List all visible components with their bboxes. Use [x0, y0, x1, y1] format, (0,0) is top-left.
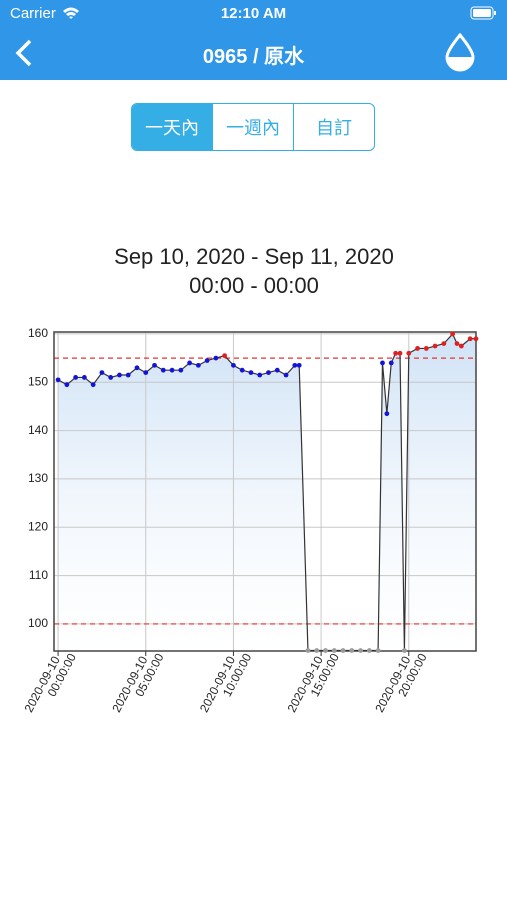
data-point	[323, 648, 328, 653]
data-point	[169, 367, 175, 373]
wifi-icon	[63, 7, 79, 19]
data-point	[64, 382, 70, 388]
data-point	[458, 343, 464, 349]
data-point	[222, 353, 228, 359]
data-point	[314, 648, 320, 653]
battery-icon	[470, 6, 496, 20]
y-tick-label: 140	[28, 423, 48, 437]
segment[interactable]: 自訂	[293, 104, 374, 150]
plot-border	[53, 331, 477, 652]
data-point	[187, 360, 193, 366]
data-point	[283, 372, 289, 378]
data-point	[99, 370, 105, 375]
segment[interactable]: 一週內	[212, 104, 293, 150]
data-point	[375, 648, 381, 653]
x-tick-label: 2020-09-1000:00:00	[22, 645, 80, 721]
x-tick-label: 2020-09-1005:00:00	[109, 645, 167, 721]
data-point	[423, 346, 429, 351]
data-point	[274, 367, 280, 373]
data-point	[55, 377, 61, 383]
data-point	[292, 362, 298, 368]
nav-bar: Carrier 12:10 AM 0965 / 原水	[0, 0, 507, 80]
data-point	[143, 370, 149, 375]
data-point	[380, 360, 385, 366]
x-tick-label: 2020-09-1010:00:00	[197, 645, 255, 721]
data-point	[134, 365, 140, 371]
back-button[interactable]	[12, 38, 36, 68]
data-point	[384, 411, 390, 417]
data-point	[195, 362, 201, 368]
y-tick-label: 160	[28, 326, 48, 340]
data-point	[90, 382, 96, 388]
data-point	[349, 648, 355, 653]
data-point	[296, 362, 302, 368]
chart: Sep 10, 2020 - Sep 11, 2020 00:00 - 00:0…	[22, 244, 479, 721]
data-point	[366, 648, 372, 653]
data-point	[402, 648, 407, 653]
data-point	[406, 350, 412, 356]
data-point	[108, 375, 114, 380]
clock: 12:10 AM	[220, 5, 287, 22]
data-point	[117, 372, 122, 378]
data-point	[305, 648, 311, 653]
data-point	[432, 343, 438, 349]
data-point	[73, 375, 79, 380]
data-point	[213, 355, 219, 361]
data-point	[393, 350, 399, 356]
data-point	[397, 350, 403, 356]
data-point	[450, 331, 456, 337]
data-point	[204, 358, 210, 363]
data-point	[248, 370, 254, 375]
chart-subtitle: 00:00 - 00:00	[189, 273, 319, 298]
x-tick-label: 2020-09-1015:00:00	[285, 645, 343, 721]
carrier: Carrier	[10, 5, 56, 22]
data-point	[257, 372, 263, 378]
y-tick-label: 110	[29, 568, 48, 582]
data-point	[454, 341, 460, 346]
data-point	[81, 375, 87, 380]
data-point	[415, 346, 420, 351]
nav-title: 0965 / 原水	[202, 46, 305, 68]
data-point	[388, 360, 394, 366]
area	[58, 333, 477, 651]
range-selector: 一天內 一週內 自訂	[131, 103, 375, 151]
data-point	[266, 370, 271, 375]
x-tick-label: 2020-09-1020:00:00	[372, 645, 430, 721]
y-tick-label: 150	[28, 374, 48, 388]
data-point	[473, 336, 479, 342]
data-point	[231, 362, 236, 368]
y-tick-label: 130	[28, 471, 48, 485]
data-point	[239, 367, 245, 373]
y-tick-label: 120	[28, 519, 48, 533]
segment[interactable]: 一天內	[132, 104, 212, 150]
data-point	[467, 336, 473, 342]
drop-button[interactable]	[443, 33, 477, 73]
data-point	[340, 648, 346, 653]
data-point	[441, 341, 447, 346]
data-point	[152, 362, 157, 368]
data-point	[331, 648, 337, 653]
data-point	[160, 367, 166, 373]
data-point	[125, 372, 131, 378]
data-point	[178, 367, 184, 373]
y-tick-label: 100	[28, 616, 48, 630]
chart-title: Sep 10, 2020 - Sep 11, 2020	[114, 244, 394, 269]
data-point	[358, 648, 363, 653]
